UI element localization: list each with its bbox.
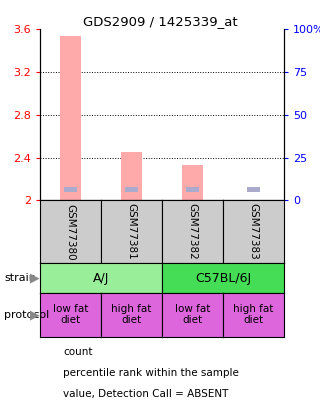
Bar <box>121 152 142 200</box>
Text: ▶: ▶ <box>30 308 40 321</box>
Text: percentile rank within the sample: percentile rank within the sample <box>63 368 239 378</box>
Bar <box>247 187 260 192</box>
Text: GSM77381: GSM77381 <box>126 203 136 260</box>
Text: high fat
diet: high fat diet <box>111 304 152 326</box>
Bar <box>182 165 203 200</box>
Text: high fat
diet: high fat diet <box>233 304 274 326</box>
Text: count: count <box>63 347 93 357</box>
Bar <box>60 36 81 200</box>
Text: A/J: A/J <box>93 271 109 285</box>
Text: low fat
diet: low fat diet <box>175 304 210 326</box>
Text: GSM77380: GSM77380 <box>66 204 76 260</box>
Bar <box>64 187 77 192</box>
Text: ▶: ▶ <box>30 271 40 285</box>
Text: GDS2909 / 1425339_at: GDS2909 / 1425339_at <box>83 15 237 28</box>
Text: strain: strain <box>4 273 36 283</box>
Bar <box>125 187 138 192</box>
Text: C57BL/6J: C57BL/6J <box>195 271 251 285</box>
Text: value, Detection Call = ABSENT: value, Detection Call = ABSENT <box>63 389 229 399</box>
Bar <box>186 187 199 192</box>
Text: GSM77382: GSM77382 <box>188 203 197 260</box>
Text: low fat
diet: low fat diet <box>53 304 88 326</box>
Text: GSM77383: GSM77383 <box>248 203 258 260</box>
Text: protocol: protocol <box>4 310 49 320</box>
